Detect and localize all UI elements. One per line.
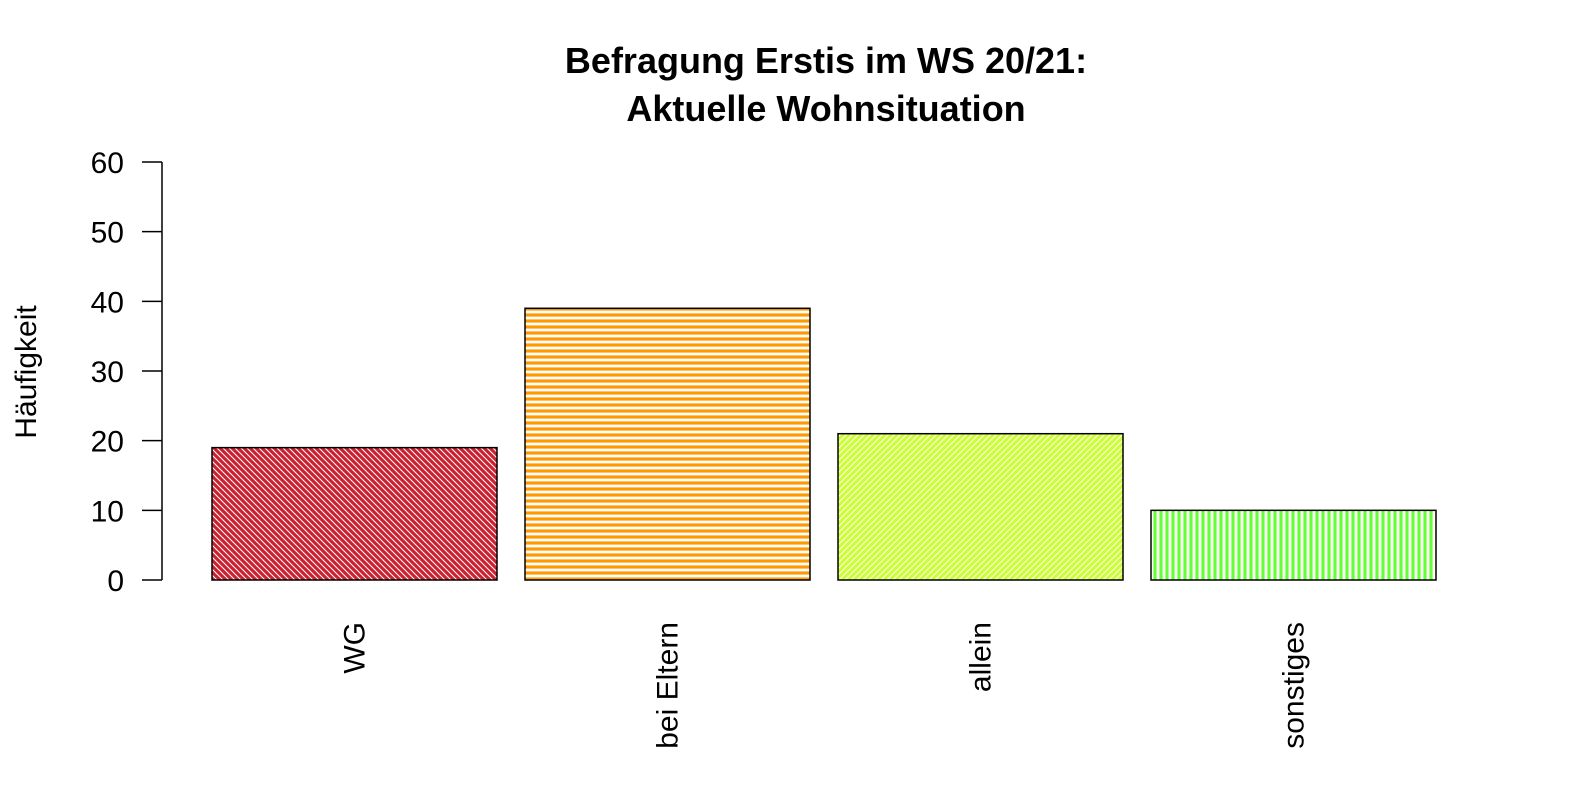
x-tick-label: WG <box>339 622 372 674</box>
bar-sonstiges <box>1150 509 1437 581</box>
y-tick-label: 0 <box>107 565 124 598</box>
bars-group <box>211 307 1437 581</box>
y-tick-label: 60 <box>91 147 124 180</box>
bar-wg <box>211 446 498 581</box>
x-tick-labels: WG bei Eltern allein sonstiges <box>339 622 1311 749</box>
y-tick-label: 10 <box>91 495 124 528</box>
bar-bei-eltern <box>524 307 811 581</box>
y-tick-label: 20 <box>91 426 124 459</box>
x-tick-label: allein <box>965 622 998 692</box>
y-tick-label: 50 <box>91 217 124 250</box>
chart-subtitle: Aktuelle Wohnsituation <box>626 88 1025 129</box>
y-tick-label: 40 <box>91 286 124 319</box>
y-axis-label: Häufigkeit <box>10 305 43 439</box>
y-axis: 0 10 20 30 40 50 60 <box>91 147 163 598</box>
x-tick-label: bei Eltern <box>652 622 685 749</box>
x-tick-label: sonstiges <box>1278 622 1311 749</box>
y-tick-label: 30 <box>91 356 124 389</box>
bar-allein <box>837 432 1124 581</box>
chart-title: Befragung Erstis im WS 20/21: <box>565 40 1087 81</box>
